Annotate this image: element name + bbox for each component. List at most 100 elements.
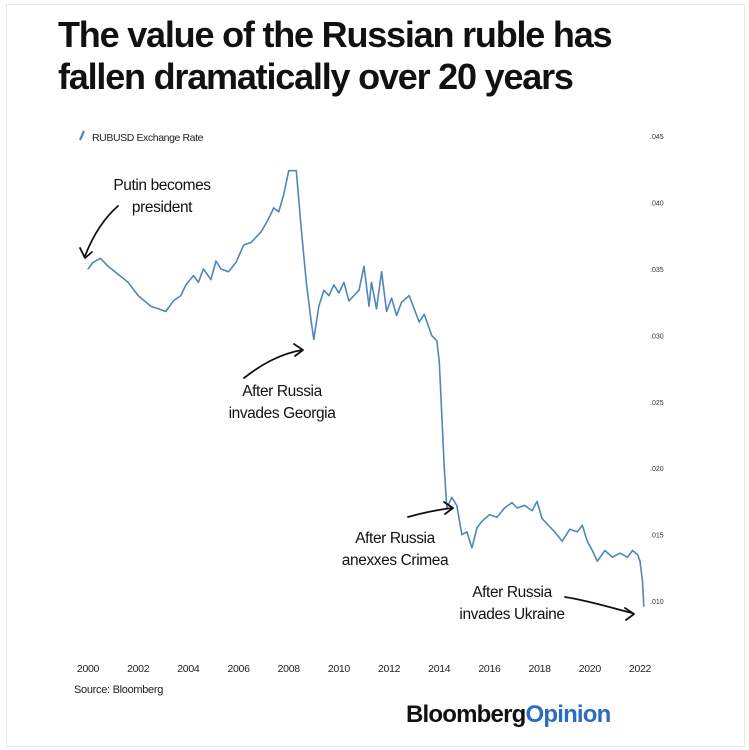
data-point	[368, 305, 370, 307]
data-point	[305, 281, 307, 283]
annotation-arrow	[243, 349, 303, 379]
data-point	[385, 310, 388, 313]
annotation-text: president	[132, 199, 193, 216]
data-point	[197, 281, 199, 283]
data-point	[431, 334, 433, 336]
data-point	[268, 217, 270, 220]
data-point	[210, 279, 212, 281]
data-point	[87, 268, 89, 270]
data-point	[639, 560, 641, 562]
data-point	[596, 560, 598, 562]
data-point	[531, 510, 533, 512]
annotation-arrowhead	[79, 247, 93, 259]
data-point	[333, 284, 335, 286]
y-tick-label: .045	[650, 134, 664, 141]
data-point	[92, 261, 94, 263]
data-point	[343, 281, 345, 283]
data-point	[127, 281, 129, 283]
data-point	[273, 207, 275, 209]
data-point	[554, 531, 556, 533]
chart-legend: RUBUSD Exchange Rate	[78, 130, 204, 144]
data-point	[604, 549, 606, 552]
data-point	[471, 547, 473, 549]
y-tick-label: .010	[650, 599, 664, 606]
data-point	[581, 524, 583, 526]
y-tick-label: .040	[650, 201, 664, 208]
annotation: After Russia anexxes Crimea	[342, 501, 454, 569]
data-point	[202, 268, 205, 270]
data-point	[401, 301, 403, 303]
data-point	[107, 265, 109, 267]
data-point	[418, 321, 420, 323]
chart-title: The value of the Russian ruble has falle…	[58, 14, 698, 98]
x-axis: 2000 2002 2004 2006 2008 2010 2012 2014 2016 2018…	[77, 663, 652, 675]
annotation: After Russia invades Georgia	[229, 343, 337, 422]
data-point	[438, 361, 440, 363]
data-point	[631, 549, 634, 552]
data-point	[516, 507, 518, 509]
data-point	[99, 257, 102, 259]
source-note: Source: Bloomberg	[74, 684, 164, 696]
data-point	[380, 271, 383, 273]
data-point	[192, 275, 194, 277]
x-tick-label: 2002	[127, 663, 150, 675]
data-point	[117, 273, 119, 275]
data-point	[451, 496, 453, 499]
x-tick-label: 2022	[629, 663, 652, 675]
data-point	[313, 338, 315, 340]
data-point	[278, 211, 280, 213]
y-tick-label: .035	[650, 267, 664, 274]
x-tick-label: 2012	[378, 663, 401, 675]
data-point	[185, 284, 187, 286]
data-point	[423, 313, 425, 315]
x-tick-label: 2000	[77, 663, 100, 675]
data-point	[536, 500, 538, 502]
annotation: Putin becomes president	[79, 177, 212, 259]
y-tick-label: .030	[650, 333, 664, 340]
data-point	[165, 310, 167, 313]
data-point	[436, 340, 438, 342]
data-point	[396, 314, 398, 317]
data-point	[481, 520, 483, 522]
data-point	[215, 260, 217, 262]
data-point	[641, 580, 644, 582]
data-point	[496, 516, 498, 518]
data-point	[220, 268, 222, 270]
annotation-arrowhead	[443, 501, 454, 515]
data-point	[300, 228, 302, 230]
data-point	[586, 540, 588, 542]
brand-logo: BloombergOpinion	[406, 701, 611, 729]
data-point	[370, 281, 373, 283]
x-tick-label: 2014	[428, 663, 451, 675]
data-point	[408, 294, 410, 297]
annotation-text: Putin becomes	[113, 177, 211, 194]
data-point	[488, 514, 491, 516]
chart-card	[6, 4, 745, 747]
data-point	[561, 540, 563, 542]
data-point	[511, 502, 513, 504]
data-point	[576, 531, 578, 533]
data-point	[310, 321, 312, 323]
annotation-text: invades Ukraine	[459, 606, 564, 623]
data-point	[619, 552, 621, 554]
data-point	[546, 523, 548, 525]
series-line	[87, 169, 645, 607]
data-point	[318, 305, 320, 307]
x-tick-label: 2006	[227, 663, 250, 675]
data-point	[328, 294, 330, 297]
data-point	[643, 605, 645, 607]
annotation-arrowhead	[624, 607, 635, 621]
x-tick-label: 2004	[177, 663, 200, 675]
chart-title-line-2: fallen dramatically over 20 years	[58, 56, 574, 97]
data-point	[348, 300, 350, 302]
data-point	[391, 297, 393, 299]
legend-swatch	[78, 130, 86, 141]
data-point	[358, 289, 360, 291]
data-point	[466, 531, 468, 533]
data-point	[363, 265, 365, 267]
x-tick-label: 2020	[579, 663, 602, 675]
y-axis: .010 .015 .020 .025 .030 .035 .040 .045	[650, 134, 664, 606]
y-tick-label: .020	[650, 466, 664, 473]
data-point	[413, 308, 415, 310]
